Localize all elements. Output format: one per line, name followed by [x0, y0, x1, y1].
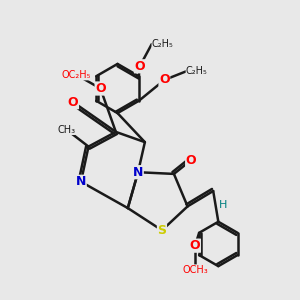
Text: C₂H₅: C₂H₅ — [152, 39, 173, 49]
Text: O: O — [95, 82, 106, 95]
Text: O: O — [134, 60, 145, 73]
Text: CH₃: CH₃ — [57, 124, 75, 134]
Text: O: O — [68, 96, 78, 109]
Text: O: O — [190, 239, 200, 252]
Text: O: O — [159, 74, 170, 86]
Text: OCH₃: OCH₃ — [182, 265, 208, 275]
Text: OC₂H₅: OC₂H₅ — [62, 70, 91, 80]
Text: C₂H₅: C₂H₅ — [186, 66, 208, 76]
Text: H: H — [219, 200, 228, 210]
Text: N: N — [133, 166, 143, 179]
Text: O: O — [186, 154, 196, 167]
Text: N: N — [76, 175, 86, 188]
Text: S: S — [158, 224, 166, 237]
